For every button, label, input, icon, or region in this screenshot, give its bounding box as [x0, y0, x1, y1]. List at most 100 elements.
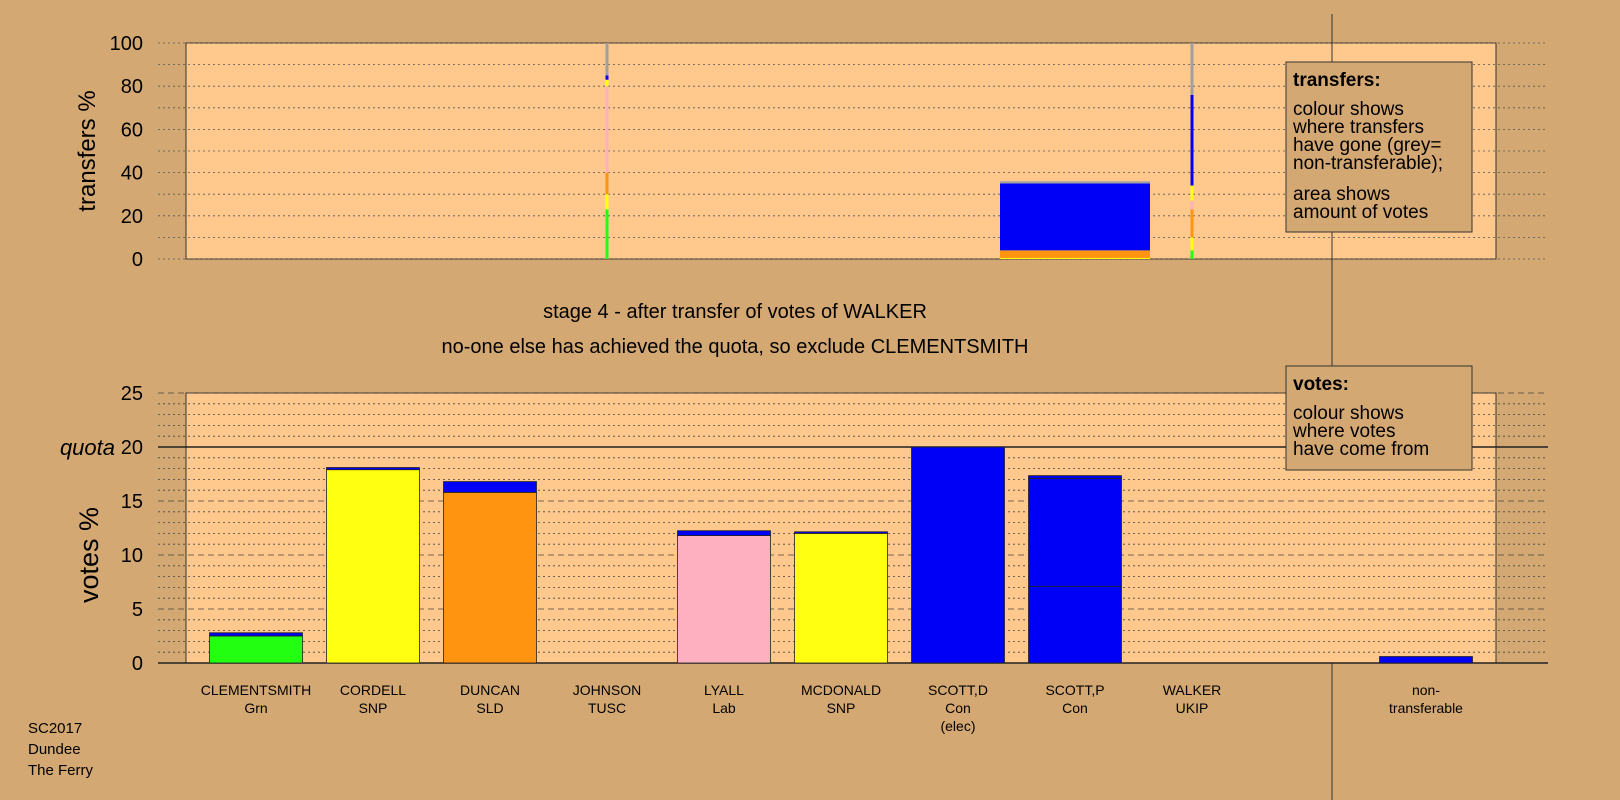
y-tick-label: 10 — [121, 545, 143, 567]
candidate-label: transferable — [1389, 700, 1463, 716]
transfers-gridlines — [158, 42, 1548, 260]
y-tick-label: 20 — [121, 206, 143, 228]
vote-segment — [326, 467, 420, 471]
vote-segment — [1379, 656, 1473, 664]
vote-bar — [677, 530, 771, 664]
transfer-segment — [605, 194, 609, 210]
vote-segment — [326, 469, 420, 664]
y-tick-label: 40 — [121, 163, 143, 185]
transfer-segment — [1190, 209, 1194, 238]
transfers-legend-line: area shows — [1293, 184, 1390, 205]
y-tick-label: 100 — [110, 33, 143, 55]
transfer-segment — [1190, 185, 1194, 201]
transfer-segment — [1000, 183, 1150, 251]
y-tick-label: 0 — [132, 249, 143, 271]
footer-year: SC2017 — [28, 720, 82, 737]
transfers-legend-line: colour shows — [1293, 99, 1404, 120]
candidate-label: SNP — [359, 700, 388, 716]
transfer-segment — [1000, 257, 1150, 259]
votes-legend: votes: colour shows where votes have com… — [1285, 365, 1473, 471]
vote-segment — [677, 535, 771, 664]
transfer-column — [605, 43, 609, 259]
vote-bar — [794, 531, 888, 664]
vote-segment — [1028, 585, 1122, 664]
transfer-column — [1190, 43, 1194, 259]
candidate-label: Con — [1062, 700, 1088, 716]
candidate-label: Con — [945, 700, 971, 716]
stage-title: stage 4 - after transfer of votes of WAL… — [543, 301, 927, 323]
vote-segment — [1028, 477, 1122, 587]
transfer-segment — [605, 86, 609, 173]
votes-axis-label: votes % — [74, 507, 104, 603]
candidate-label: DUNCAN — [460, 682, 520, 698]
candidate-label: (elec) — [940, 718, 975, 734]
transfer-segment — [605, 209, 609, 259]
candidate-labels: CLEMENTSMITH Grn CORDELL SNP DUNCAN SLD JOHNSO… — [201, 682, 1463, 734]
y-tick-label: 80 — [121, 76, 143, 98]
votes-legend-line: colour shows — [1293, 403, 1404, 424]
y-tick-label: 5 — [132, 599, 143, 621]
vote-bar — [326, 467, 420, 664]
transfers-legend: transfers: colour shows where transfers … — [1285, 61, 1473, 233]
votes-y-axis: 0 5 10 15 20 25 — [121, 383, 143, 675]
transfer-column — [1000, 181, 1150, 259]
votes-legend-line: have come from — [1293, 439, 1429, 460]
vote-segment — [794, 531, 888, 534]
vote-segment — [1028, 475, 1122, 479]
candidate-label: LYALL — [704, 682, 744, 698]
transfer-segment — [1190, 200, 1194, 210]
y-tick-label: 25 — [121, 383, 143, 405]
vote-bar — [443, 481, 537, 664]
transfers-legend-line: amount of votes — [1293, 202, 1428, 223]
transfers-legend-line: have gone (grey= — [1293, 135, 1441, 156]
vote-bar — [1379, 656, 1473, 664]
transfer-segment — [1000, 250, 1150, 258]
candidate-label: SLD — [476, 700, 503, 716]
candidate-label: Grn — [244, 700, 267, 716]
candidate-label: MCDONALD — [801, 682, 881, 698]
quota-label: quota — [60, 435, 115, 460]
stage-subtitle: no-one else has achieved the quota, so e… — [442, 336, 1029, 358]
transfers-y-axis: 0 20 40 60 80 100 — [110, 33, 143, 271]
candidate-label: non- — [1412, 682, 1440, 698]
votes-legend-line: where votes — [1292, 421, 1395, 442]
votes-legend-heading: votes: — [1293, 374, 1349, 395]
candidate-label: SCOTT,P — [1045, 682, 1104, 698]
transfer-segment — [1000, 181, 1150, 184]
footer-ward: The Ferry — [28, 762, 94, 779]
vote-bar — [209, 632, 303, 664]
transfers-axis-label: transfers % — [74, 90, 101, 211]
transfer-segment — [1190, 237, 1194, 251]
transfer-segment — [605, 79, 609, 87]
y-tick-label: 20 — [121, 437, 143, 459]
candidate-label: WALKER — [1163, 682, 1222, 698]
candidate-label: Lab — [712, 700, 736, 716]
transfer-segment — [605, 172, 609, 195]
transfer-segment — [1190, 43, 1194, 95]
transfers-bars — [605, 43, 1194, 259]
vote-segment — [677, 530, 771, 536]
votes-bars — [209, 446, 1473, 664]
y-tick-label: 60 — [121, 119, 143, 141]
y-tick-label: 0 — [132, 653, 143, 675]
candidate-label: JOHNSON — [573, 682, 641, 698]
vote-bar — [911, 446, 1005, 664]
transfers-legend-line: non-transferable); — [1293, 153, 1443, 174]
vote-segment — [209, 635, 303, 664]
candidate-label: CORDELL — [340, 682, 406, 698]
vote-segment — [443, 481, 537, 493]
transfers-legend-line: where transfers — [1292, 117, 1424, 138]
transfer-segment — [605, 43, 609, 76]
footer-council: Dundee — [28, 741, 81, 758]
transfer-segment — [1190, 250, 1194, 259]
candidate-label: TUSC — [588, 700, 626, 716]
vote-segment — [209, 632, 303, 637]
vote-bar — [1028, 475, 1122, 664]
transfer-segment — [1190, 94, 1194, 186]
vote-segment — [443, 491, 537, 664]
candidate-label: UKIP — [1176, 700, 1209, 716]
vote-segment — [911, 446, 1005, 664]
candidate-label: SCOTT,D — [928, 682, 988, 698]
candidate-label: CLEMENTSMITH — [201, 682, 311, 698]
